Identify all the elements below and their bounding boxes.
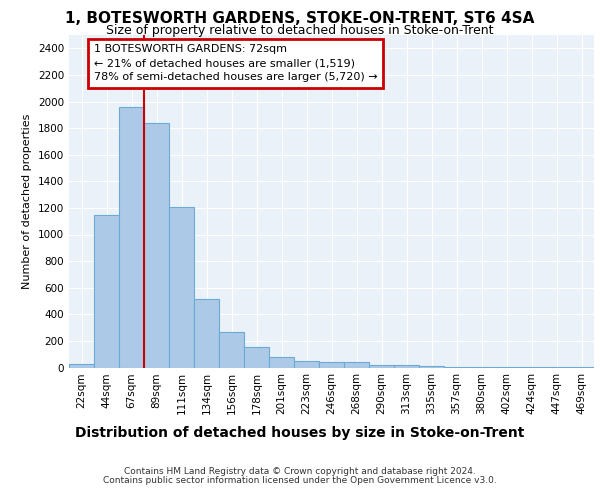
Text: Contains HM Land Registry data © Crown copyright and database right 2024.: Contains HM Land Registry data © Crown c… (124, 467, 476, 476)
Text: Contains public sector information licensed under the Open Government Licence v3: Contains public sector information licen… (103, 476, 497, 485)
Bar (294, 361, 319, 368)
Bar (344, 362, 369, 368)
Text: 1, BOTESWORTH GARDENS, STOKE-ON-TRENT, ST6 4SA: 1, BOTESWORTH GARDENS, STOKE-ON-TRENT, S… (65, 11, 535, 26)
Bar (94, 214, 119, 368)
Bar (194, 299, 219, 368)
Bar (319, 362, 344, 368)
Bar (219, 332, 244, 368)
Bar (469, 367, 494, 368)
Bar (494, 367, 519, 368)
Bar (569, 367, 594, 368)
Text: 1 BOTESWORTH GARDENS: 72sqm
← 21% of detached houses are smaller (1,519)
78% of : 1 BOTESWORTH GARDENS: 72sqm ← 21% of det… (94, 44, 377, 82)
Text: Size of property relative to detached houses in Stoke-on-Trent: Size of property relative to detached ho… (106, 24, 494, 37)
Bar (169, 206, 194, 368)
Bar (544, 367, 569, 368)
Bar (394, 365, 419, 368)
Bar (144, 123, 169, 368)
Bar (419, 366, 444, 368)
Bar (69, 364, 94, 368)
Bar (269, 357, 294, 368)
Y-axis label: Number of detached properties: Number of detached properties (22, 114, 32, 289)
Bar (519, 367, 544, 368)
Bar (119, 107, 144, 368)
Bar (444, 367, 469, 368)
Bar (244, 347, 269, 368)
Text: Distribution of detached houses by size in Stoke-on-Trent: Distribution of detached houses by size … (76, 426, 524, 440)
Bar (369, 364, 394, 368)
